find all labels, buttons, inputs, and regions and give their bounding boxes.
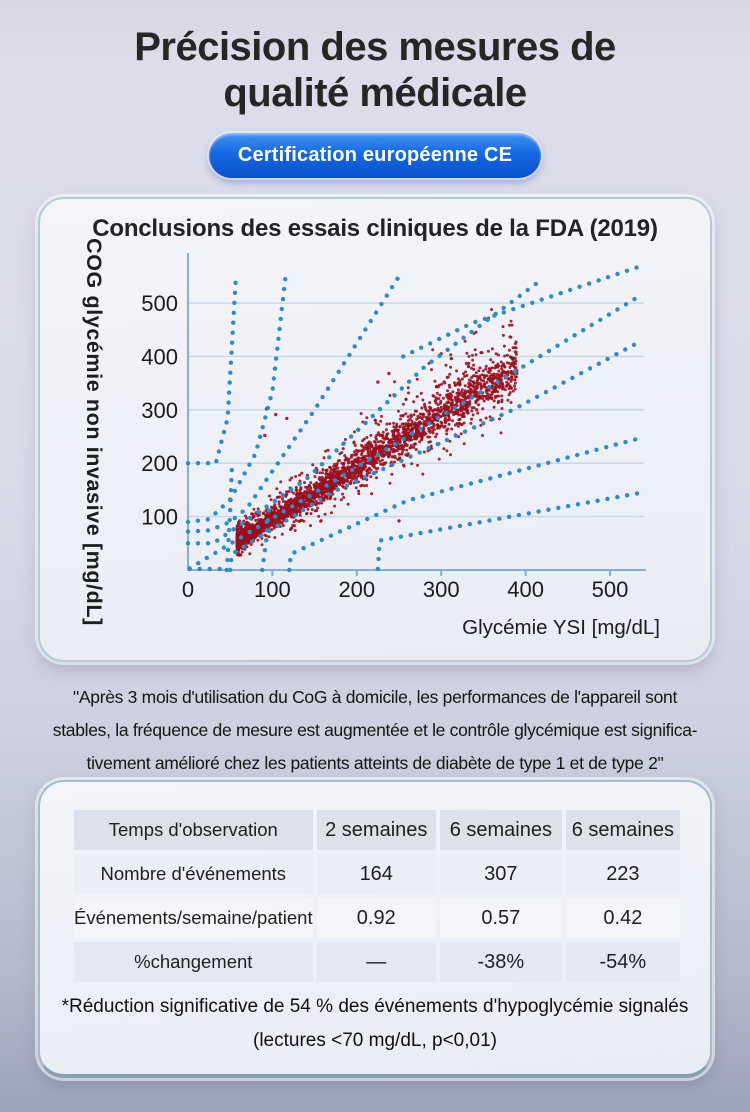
error-grid-boundaries [185, 265, 640, 573]
results-table-card: Temps d'observation 2 semaines 6 semaines 6… [38, 780, 712, 1078]
y-tick-label: 100 [141, 505, 178, 530]
x-tick-label: 300 [423, 577, 460, 602]
quote-line-1: "Après 3 mois d'utilisation du CoG à dom… [72, 687, 678, 707]
quote-line-3: tivement amélioré chez les patients atte… [86, 753, 664, 773]
y-axis-label: COG glycémie non invasive [mg/dL] [82, 238, 106, 626]
table-cell: 0.42 [565, 898, 680, 938]
certification-badge-label: Certification européenne CE [237, 144, 513, 166]
page-title-line-1: Précision des mesures de [134, 25, 616, 69]
x-tick-label: 400 [507, 577, 544, 602]
table-footnote: *Réduction significative de 54 % des évé… [40, 990, 710, 1058]
table-cell: Nombre d'événements [74, 854, 313, 894]
table-cell: 307 [439, 854, 562, 894]
chart-card-title: Conclusions des essais cliniques de la F… [92, 215, 658, 242]
page-title-line-2: qualité médicale [223, 71, 527, 115]
footnote-line-1: *Réduction significative de 54 % des évé… [61, 996, 689, 1017]
scatter-chart: 0 100 200 300 400 500 100 200 300 400 500 [141, 253, 646, 602]
x-tick-label: 100 [254, 577, 291, 602]
clinical-trial-chart-card: Conclusions des essais cliniques de la F… [38, 197, 712, 662]
table-header-cell: 2 semaines [316, 810, 436, 850]
table-cell: -38% [439, 942, 562, 982]
x-tick-label: 0 [182, 577, 194, 602]
clinical-quote: "Après 3 mois d'utilisation du CoG à dom… [0, 681, 750, 780]
table-cell: Événements/semaine/patient [74, 898, 313, 938]
table-cell: 0.92 [316, 898, 436, 938]
x-axis-label: Glycémie YSI [mg/dL] [462, 616, 660, 639]
page-title: Précision des mesures de qualité médical… [0, 24, 750, 116]
footnote-line-2: (lectures <70 mg/dL, p<0,01) [253, 1030, 497, 1051]
x-tick-label: 200 [338, 577, 375, 602]
table-cell: 223 [565, 854, 680, 894]
certification-badge-button[interactable]: Certification européenne CE [209, 133, 541, 178]
y-tick-label: 300 [141, 398, 178, 423]
table-header-cell: Temps d'observation [74, 810, 313, 850]
table-cell: 0.57 [439, 898, 562, 938]
y-tick-label: 400 [141, 344, 178, 369]
scatter-points [235, 308, 519, 557]
results-table: Temps d'observation 2 semaines 6 semaines 6… [74, 810, 680, 982]
x-tick-label: 500 [592, 577, 629, 602]
table-header-cell: 6 semaines [439, 810, 562, 850]
table-cell: -54% [565, 942, 680, 982]
table-header-cell: 6 semaines [565, 810, 680, 850]
table-cell: 164 [316, 854, 436, 894]
quote-line-2: stables, la fréquence de mesure est augm… [52, 720, 698, 740]
y-tick-label: 200 [141, 451, 178, 476]
y-tick-label: 500 [141, 291, 178, 316]
table-cell: — [316, 942, 436, 982]
table-cell: %changement [74, 942, 313, 982]
